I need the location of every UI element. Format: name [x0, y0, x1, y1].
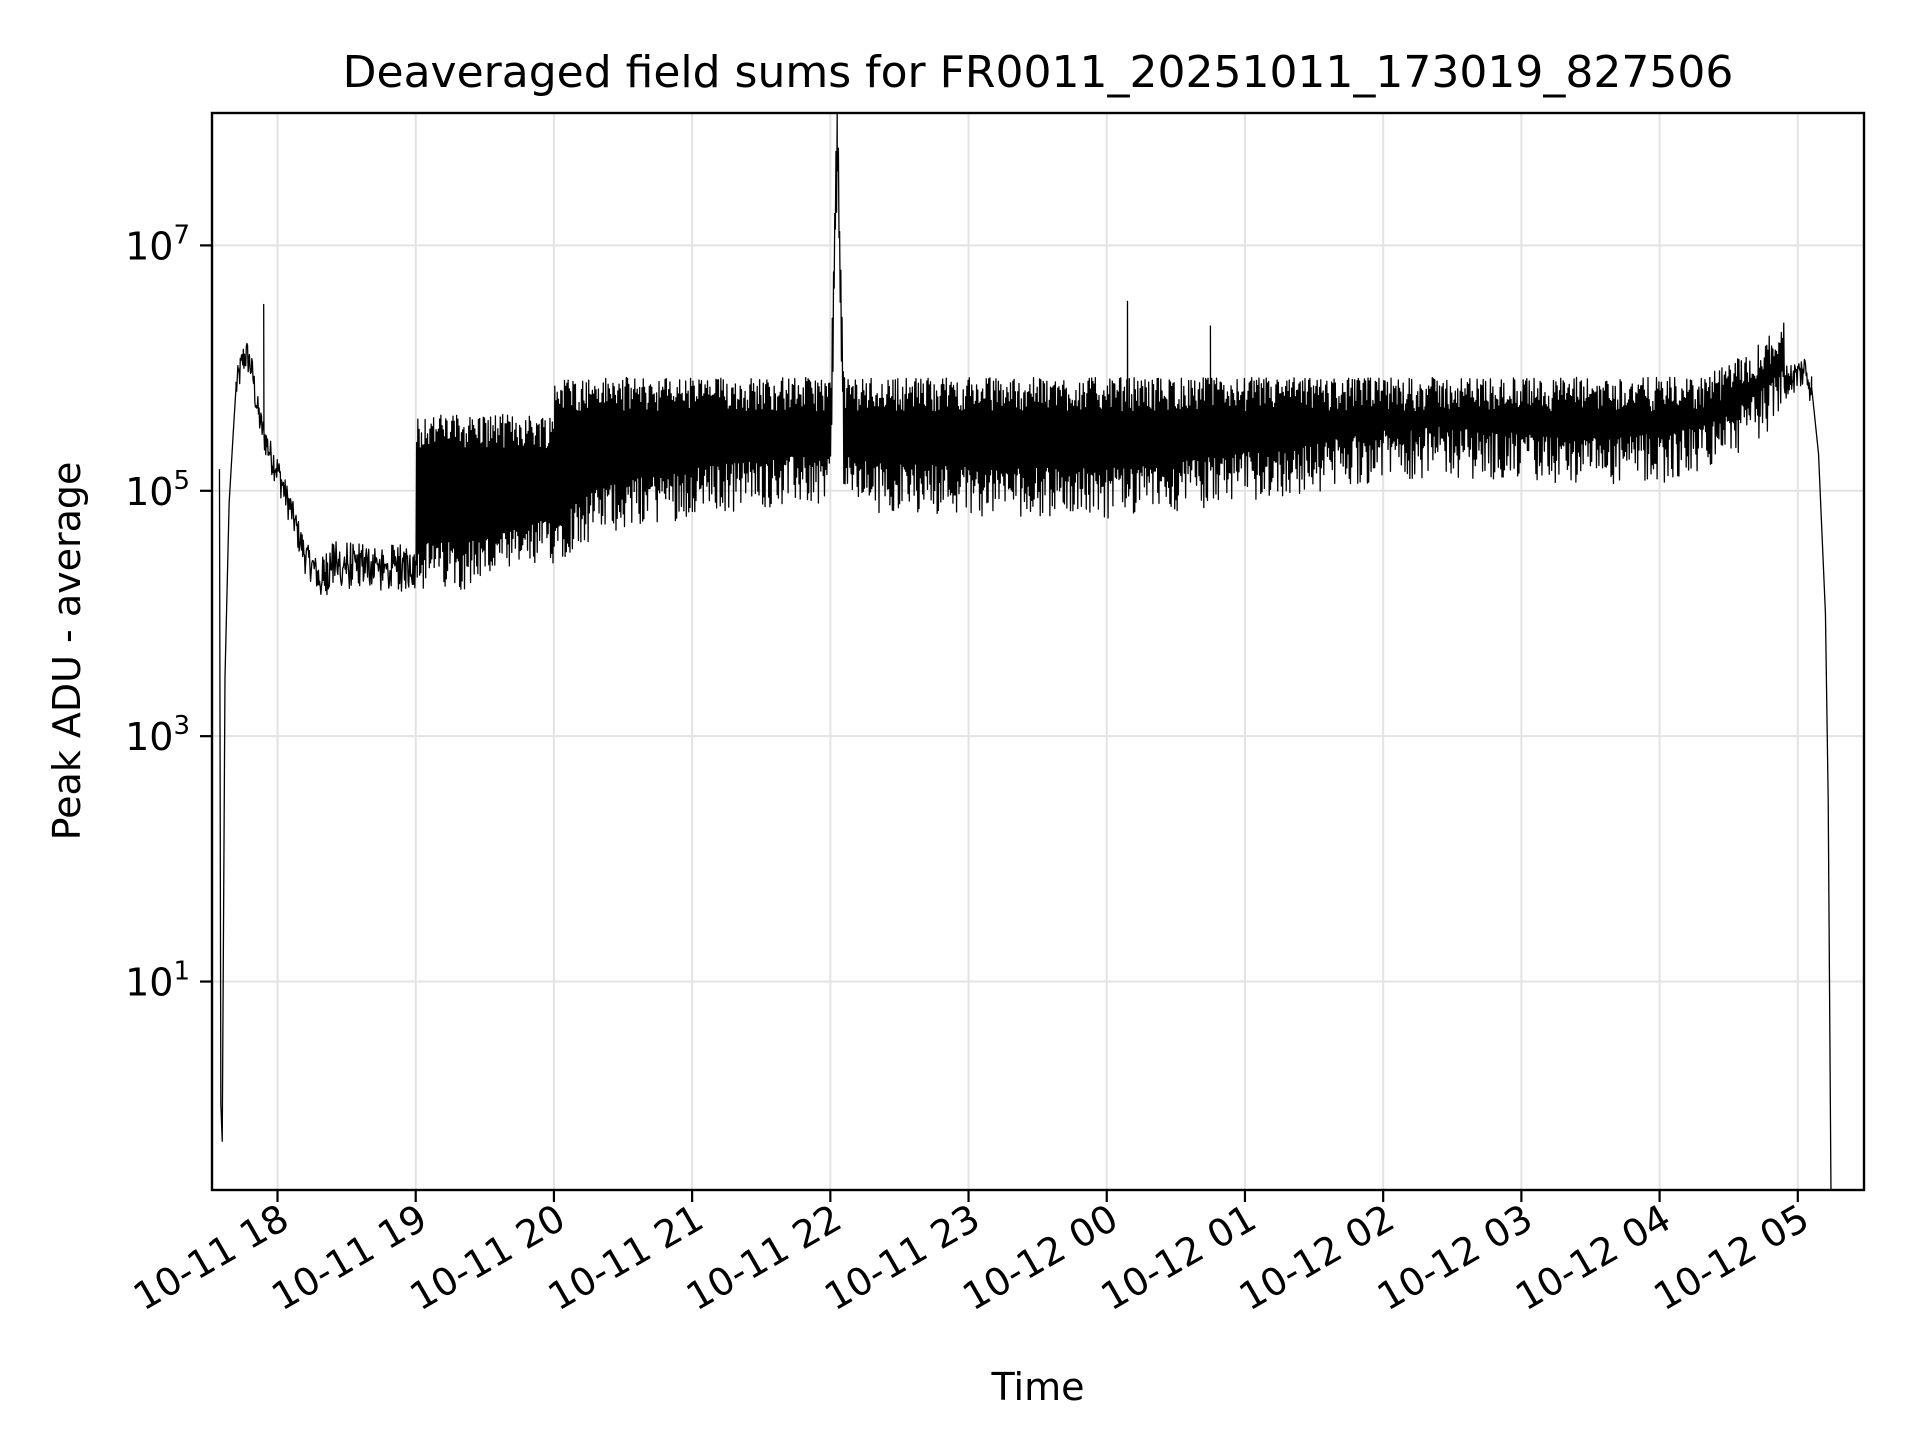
- plot-frame: [210, 111, 1866, 1192]
- series-line: [218, 112, 1832, 1191]
- y-tick-label: 107: [125, 220, 190, 268]
- x-axis-label: Time: [991, 1365, 1085, 1409]
- series-area: [218, 112, 1832, 1191]
- y-axis: 101 103 105 107: [125, 220, 212, 1005]
- chart-title: Deaveraged field sums for FR0011_2025101…: [343, 47, 1734, 98]
- y-tick-label: 105: [125, 466, 190, 514]
- y-tick-label: 101: [125, 957, 190, 1005]
- y-axis-label: Peak ADU - average: [45, 462, 89, 841]
- y-tick-label: 103: [125, 711, 190, 759]
